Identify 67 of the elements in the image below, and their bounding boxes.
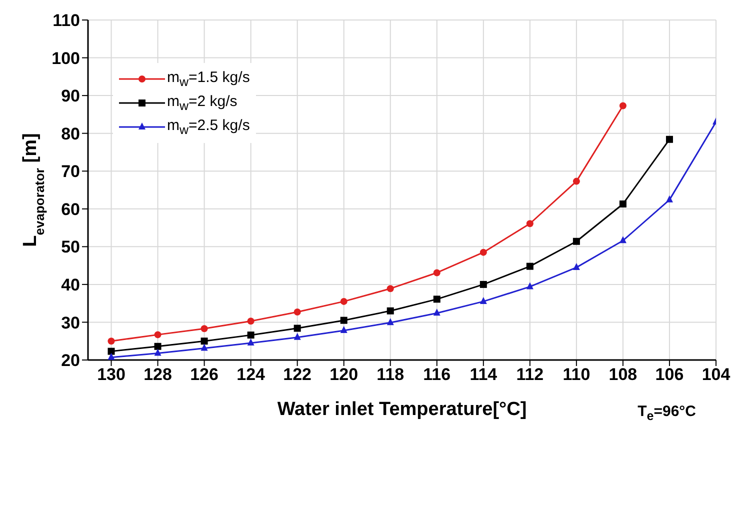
- x-tick-label: 122: [283, 365, 312, 384]
- point: [572, 178, 580, 185]
- point: [294, 324, 301, 332]
- x-tick-label: 118: [376, 365, 404, 384]
- x-axis-title: Water inlet Temperature[°C]: [277, 399, 527, 420]
- point: [619, 200, 626, 208]
- x-tick-label: 114: [470, 365, 498, 384]
- point: [619, 236, 626, 244]
- point: [247, 332, 254, 339]
- point: [433, 308, 440, 316]
- point: [340, 298, 348, 305]
- point: [340, 326, 348, 334]
- x-tick-label: 112: [516, 365, 544, 384]
- y-tick-label: 40: [61, 275, 80, 294]
- x-tick-label: 124: [236, 365, 266, 384]
- point: [108, 352, 115, 360]
- legend-label: m$_{w}$=2 kg/s: [167, 93, 238, 113]
- x-tick-label: 110: [562, 365, 590, 384]
- x-tick-label: 106: [655, 365, 684, 384]
- point: [247, 318, 254, 325]
- x-tick-label: 108: [608, 365, 638, 384]
- y-tick-label: 70: [61, 162, 80, 182]
- text: T$_{e}$=96°C: [638, 403, 696, 423]
- point: [200, 344, 208, 351]
- point: [340, 316, 348, 324]
- point: [619, 102, 626, 110]
- y-tick-label: 20: [61, 351, 80, 370]
- point: [108, 348, 115, 355]
- point: [247, 338, 254, 346]
- legend-label: m$_{w}$=2.5 kg/s: [167, 117, 250, 137]
- point: [154, 348, 162, 356]
- y-tick-label: 100: [52, 48, 80, 68]
- legend-label: m$_{w}$=1.5 kg/s: [167, 69, 250, 89]
- y-tick-label: 80: [61, 124, 80, 144]
- point: [154, 342, 162, 350]
- point: [572, 262, 580, 270]
- y-tick-label: 50: [61, 238, 80, 257]
- point: [200, 338, 208, 345]
- point: [294, 332, 301, 340]
- point: [108, 338, 115, 345]
- x-tick-label: 128: [144, 365, 172, 384]
- x-tick-label: 116: [423, 365, 451, 384]
- point: [572, 238, 580, 245]
- y-tick-label: 110: [52, 11, 80, 30]
- point: [526, 282, 534, 290]
- y-tick-label: 30: [61, 313, 80, 332]
- point: [386, 307, 394, 314]
- point: [433, 269, 440, 276]
- x-tick-label: 126: [190, 365, 218, 384]
- point: [386, 318, 394, 326]
- point: [480, 296, 487, 304]
- x-tick-label: 120: [330, 365, 358, 384]
- point: [154, 331, 162, 338]
- point: [666, 136, 673, 143]
- point: [526, 262, 534, 270]
- point: [433, 296, 440, 303]
- point: [386, 285, 394, 292]
- point: [480, 248, 487, 256]
- point: [666, 195, 673, 202]
- point: [526, 220, 534, 228]
- y-tick-label: 90: [61, 86, 80, 106]
- point: [294, 308, 301, 316]
- y-tick-label: 60: [61, 200, 80, 219]
- x-tick-label: 104: [702, 365, 731, 384]
- point: [480, 280, 487, 288]
- x-tick-label: 130: [97, 365, 126, 384]
- point: [200, 325, 208, 332]
